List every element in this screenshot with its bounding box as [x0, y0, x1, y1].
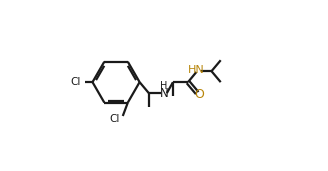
Text: H: H	[160, 81, 168, 91]
Text: Cl: Cl	[70, 77, 80, 87]
Text: N: N	[159, 87, 168, 100]
Text: O: O	[194, 88, 204, 101]
Text: HN: HN	[188, 65, 205, 75]
Text: Cl: Cl	[109, 114, 119, 124]
